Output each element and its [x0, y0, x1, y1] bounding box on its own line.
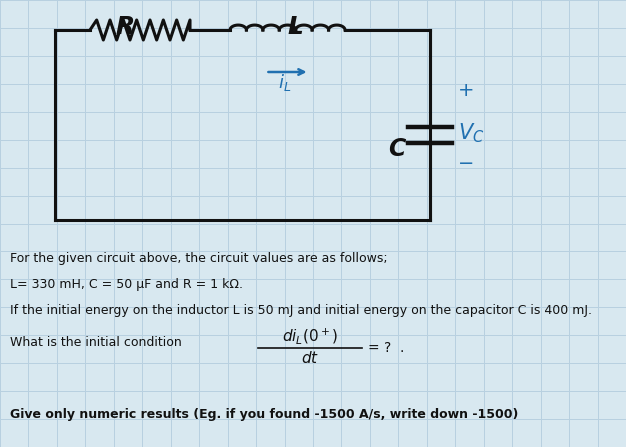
Text: C: C	[388, 138, 406, 161]
Text: R: R	[115, 15, 135, 39]
Text: If the initial energy on the inductor L is 50 mJ and initial energy on the capac: If the initial energy on the inductor L …	[10, 304, 592, 317]
Text: +: +	[458, 81, 475, 101]
Text: $V_C$: $V_C$	[458, 122, 485, 145]
Text: = ?  .: = ? .	[368, 341, 404, 355]
Text: $i_L$: $i_L$	[277, 72, 291, 93]
Text: What is the initial condition: What is the initial condition	[10, 336, 182, 349]
Text: $di_L(0^+)$: $di_L(0^+)$	[282, 326, 338, 346]
Text: −: −	[458, 155, 475, 173]
Text: $dt$: $dt$	[301, 350, 319, 366]
Text: For the given circuit above, the circuit values are as follows;: For the given circuit above, the circuit…	[10, 252, 387, 265]
Text: L: L	[287, 15, 303, 39]
Text: Give only numeric results (Eg. if you found -1500 A/s, write down -1500): Give only numeric results (Eg. if you fo…	[10, 408, 518, 421]
Text: L= 330 mH, C = 50 μF and R = 1 kΩ.: L= 330 mH, C = 50 μF and R = 1 kΩ.	[10, 278, 243, 291]
